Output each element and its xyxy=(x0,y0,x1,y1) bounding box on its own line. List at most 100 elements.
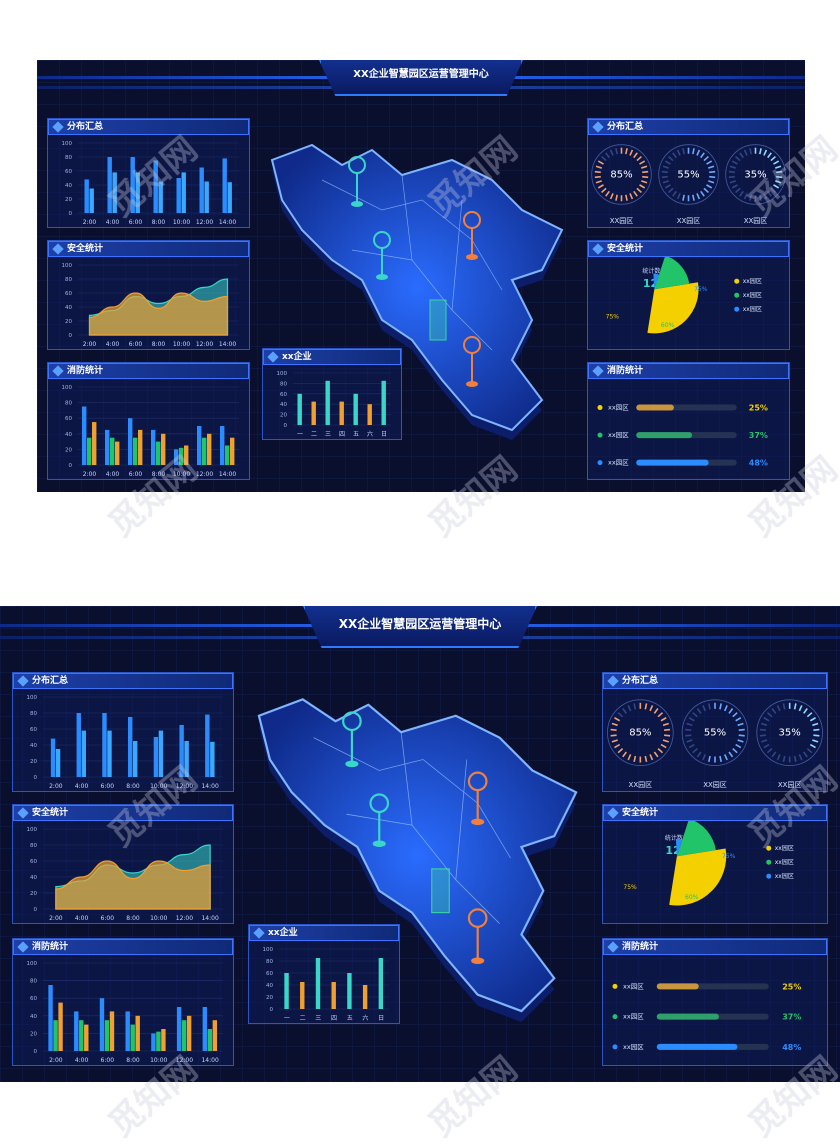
x-tick-label: 四 xyxy=(331,1015,337,1022)
map-pin-icon[interactable] xyxy=(467,908,488,965)
bar xyxy=(138,429,143,465)
x-tick-label: 三 xyxy=(315,1015,321,1022)
province-map xyxy=(257,698,578,1022)
bar xyxy=(115,441,120,465)
x-tick-label: 8:00 xyxy=(152,341,166,348)
map-pin-icon[interactable] xyxy=(467,771,488,826)
panel-company: xx企业 0 20 40 60 80 100 一 二 三 四 五 六 日 xyxy=(248,924,400,1024)
gauge-value: 55% xyxy=(704,728,726,739)
legend-swatch xyxy=(734,292,740,298)
pie-slice xyxy=(676,821,716,857)
pie-slice-label: 75% xyxy=(623,884,637,891)
panel-title: 分布汇总 xyxy=(48,119,249,135)
gauge-value: 35% xyxy=(744,169,766,180)
x-tick-label: 六 xyxy=(362,1014,368,1022)
bar xyxy=(87,437,92,465)
map-pin-icon[interactable] xyxy=(463,336,481,387)
gauges: 85% XX园区 55% XX园区 35% XX园区 xyxy=(591,144,786,225)
x-tick-label: 2:00 xyxy=(83,471,97,478)
gauge-value: 35% xyxy=(779,728,801,739)
gauge xyxy=(725,144,786,205)
x-tick-label: 6:00 xyxy=(101,1057,115,1064)
progress-fill xyxy=(656,1043,738,1050)
pie-slice xyxy=(675,838,683,857)
panel-title: 安全统计 xyxy=(588,241,789,257)
y-tick-label: 80 xyxy=(280,381,287,387)
y-tick-label: 40 xyxy=(65,432,72,438)
dist-summary-chart: 0 20 40 60 80 100 2:00 4:00 6:00 8:00 10:00 12:00 14… xyxy=(27,695,223,790)
y-tick-label: 60 xyxy=(30,859,37,865)
gauge xyxy=(658,144,719,205)
bar xyxy=(331,982,336,1009)
bar xyxy=(156,1031,161,1051)
legend-swatch xyxy=(734,278,740,284)
x-tick-label: 12:00 xyxy=(176,783,193,790)
panel-fire-stats: 消防统计 0 20 40 60 80 100 2:00 4:00 6:00 8:00 10:00 12… xyxy=(47,362,250,480)
y-tick-label: 20 xyxy=(30,891,37,897)
bar xyxy=(151,1033,156,1051)
panel-title: 安全统计 xyxy=(48,241,249,257)
panel-fire-stats: 消防统计 0 20 40 60 80 100 2:00 4:00 6:00 8:00 10:00 12… xyxy=(12,938,234,1066)
x-tick-label: 4:00 xyxy=(75,1057,89,1064)
bar xyxy=(181,1020,187,1051)
bar xyxy=(176,1007,182,1051)
bar xyxy=(99,998,105,1051)
x-tick-label: 五 xyxy=(353,431,359,438)
bar xyxy=(197,426,202,465)
map-pin-icon[interactable] xyxy=(373,231,391,280)
panel-dist-summary: 分布汇总 0 20 40 60 80 100 2:00 4:00 6:00 8:00 10:00 12… xyxy=(47,118,250,228)
y-tick-label: 60 xyxy=(280,392,287,398)
bar xyxy=(202,1007,208,1051)
panel-title: 消防统计 xyxy=(588,363,789,379)
map-pin-icon[interactable] xyxy=(369,793,390,848)
progress-value: 48% xyxy=(749,459,768,468)
bar xyxy=(156,441,161,465)
pie-slice-label: 75% xyxy=(606,313,620,320)
panel-title: xx企业 xyxy=(249,925,399,941)
bar xyxy=(50,738,56,777)
progress-dot xyxy=(597,460,603,466)
bar xyxy=(227,182,232,213)
map-pin-icon[interactable] xyxy=(348,156,366,207)
x-tick-label: 10:00 xyxy=(173,471,190,478)
panel-title: 消防统计 xyxy=(603,939,827,955)
bar xyxy=(174,449,179,465)
bar xyxy=(222,158,227,213)
bar xyxy=(84,179,89,213)
bar xyxy=(135,172,140,213)
bar xyxy=(112,172,117,213)
x-tick-label: 14:00 xyxy=(201,783,218,790)
bar xyxy=(84,1024,89,1051)
x-tick-label: 4:00 xyxy=(106,471,120,478)
panel-dist-summary: 分布汇总 0 20 40 60 80 100 2:00 4:00 6:00 8:00 10:00 12… xyxy=(12,672,234,792)
bar xyxy=(179,725,184,777)
gauge-value: 55% xyxy=(677,169,699,180)
bar xyxy=(130,157,135,213)
y-tick-label: 0 xyxy=(34,907,38,913)
panel-title: 分布汇总 xyxy=(588,119,789,135)
bar xyxy=(158,181,163,213)
progress-value: 25% xyxy=(749,404,768,413)
progress-value: 48% xyxy=(782,1043,801,1052)
y-tick-label: 40 xyxy=(65,305,72,311)
progress-dot xyxy=(612,983,618,989)
bar xyxy=(325,380,330,425)
bar xyxy=(92,422,97,465)
y-tick-label: 60 xyxy=(65,416,72,422)
bar xyxy=(378,958,384,1009)
x-tick-label: 12:00 xyxy=(196,219,213,226)
bar xyxy=(125,1011,130,1051)
bar xyxy=(210,741,215,777)
bar xyxy=(339,401,344,425)
map-pin-icon[interactable] xyxy=(342,711,362,768)
dashboard-preview-2: XX企业智慧园区运营管理中心 分布汇总 0 20 40 60 80 100 2:00 4:00… xyxy=(0,606,840,1082)
bar xyxy=(102,713,107,777)
bar xyxy=(362,985,368,1009)
y-tick-label: 0 xyxy=(34,1049,38,1055)
progress-list: xx园区 25% xx园区 37% xx园区 48% xyxy=(612,982,801,1052)
dist-summary-chart: 0 20 40 60 80 100 2:00 4:00 6:00 8:00 10:00 12:00 14… xyxy=(62,141,239,226)
x-tick-label: 12:00 xyxy=(196,471,213,478)
legend-swatch xyxy=(766,845,772,851)
map-pin-icon[interactable] xyxy=(463,211,481,260)
